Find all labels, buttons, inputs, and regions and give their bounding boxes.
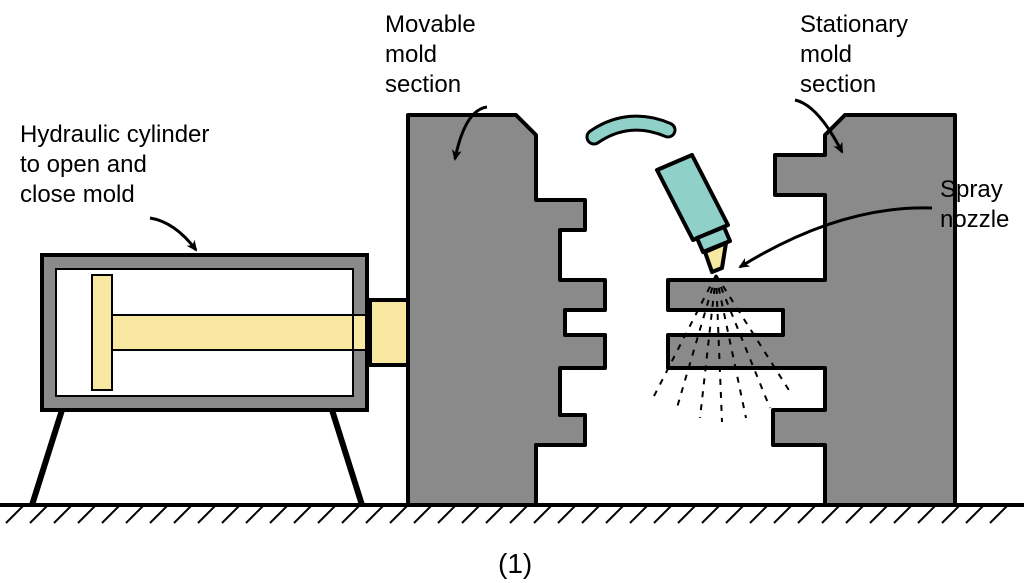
- step-number: (1): [498, 548, 532, 580]
- label-nozzle: Spray nozzle: [940, 175, 1009, 235]
- movable-mold: [408, 115, 605, 505]
- label-movable: Movable mold section: [385, 10, 476, 100]
- label-stationary: Stationary mold section: [800, 10, 908, 100]
- label-hydraulic: Hydraulic cylinder to open and close mol…: [20, 120, 209, 210]
- hydraulic-cylinder: [42, 255, 408, 410]
- cylinder-legs: [32, 410, 362, 505]
- stationary-mold: [668, 115, 955, 505]
- ground-line: [0, 505, 1024, 523]
- spray-nozzle: [594, 123, 730, 272]
